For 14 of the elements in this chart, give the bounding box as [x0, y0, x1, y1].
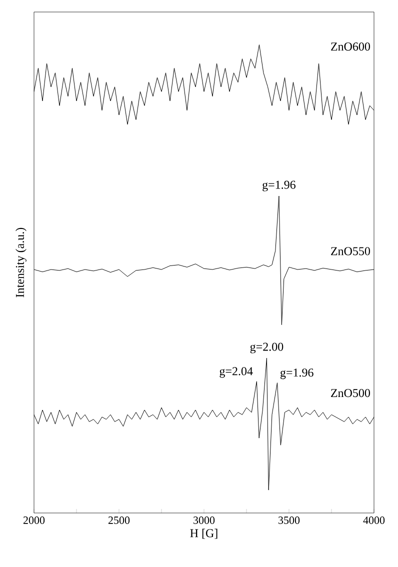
y-axis-title: Intensity (a.u.): [16, 228, 26, 298]
x-tick-label: 3000: [194, 516, 215, 524]
annotation: g=1.96: [262, 180, 296, 192]
series-label: ZnO500: [331, 388, 370, 398]
x-tick-label: 2500: [108, 516, 130, 524]
annotation: g=2.04: [220, 367, 253, 378]
x-tick-label: 3500: [278, 516, 300, 524]
x-tick-label: 4000: [363, 516, 385, 524]
annotation: g=1.96: [280, 368, 314, 380]
x-tick-label: 2000: [23, 516, 45, 524]
x-axis-title: H [G]: [190, 528, 218, 539]
annotation: g=2.00: [250, 342, 284, 354]
series-label: ZnO600: [331, 42, 370, 51]
series-label: ZnO550: [331, 247, 370, 256]
